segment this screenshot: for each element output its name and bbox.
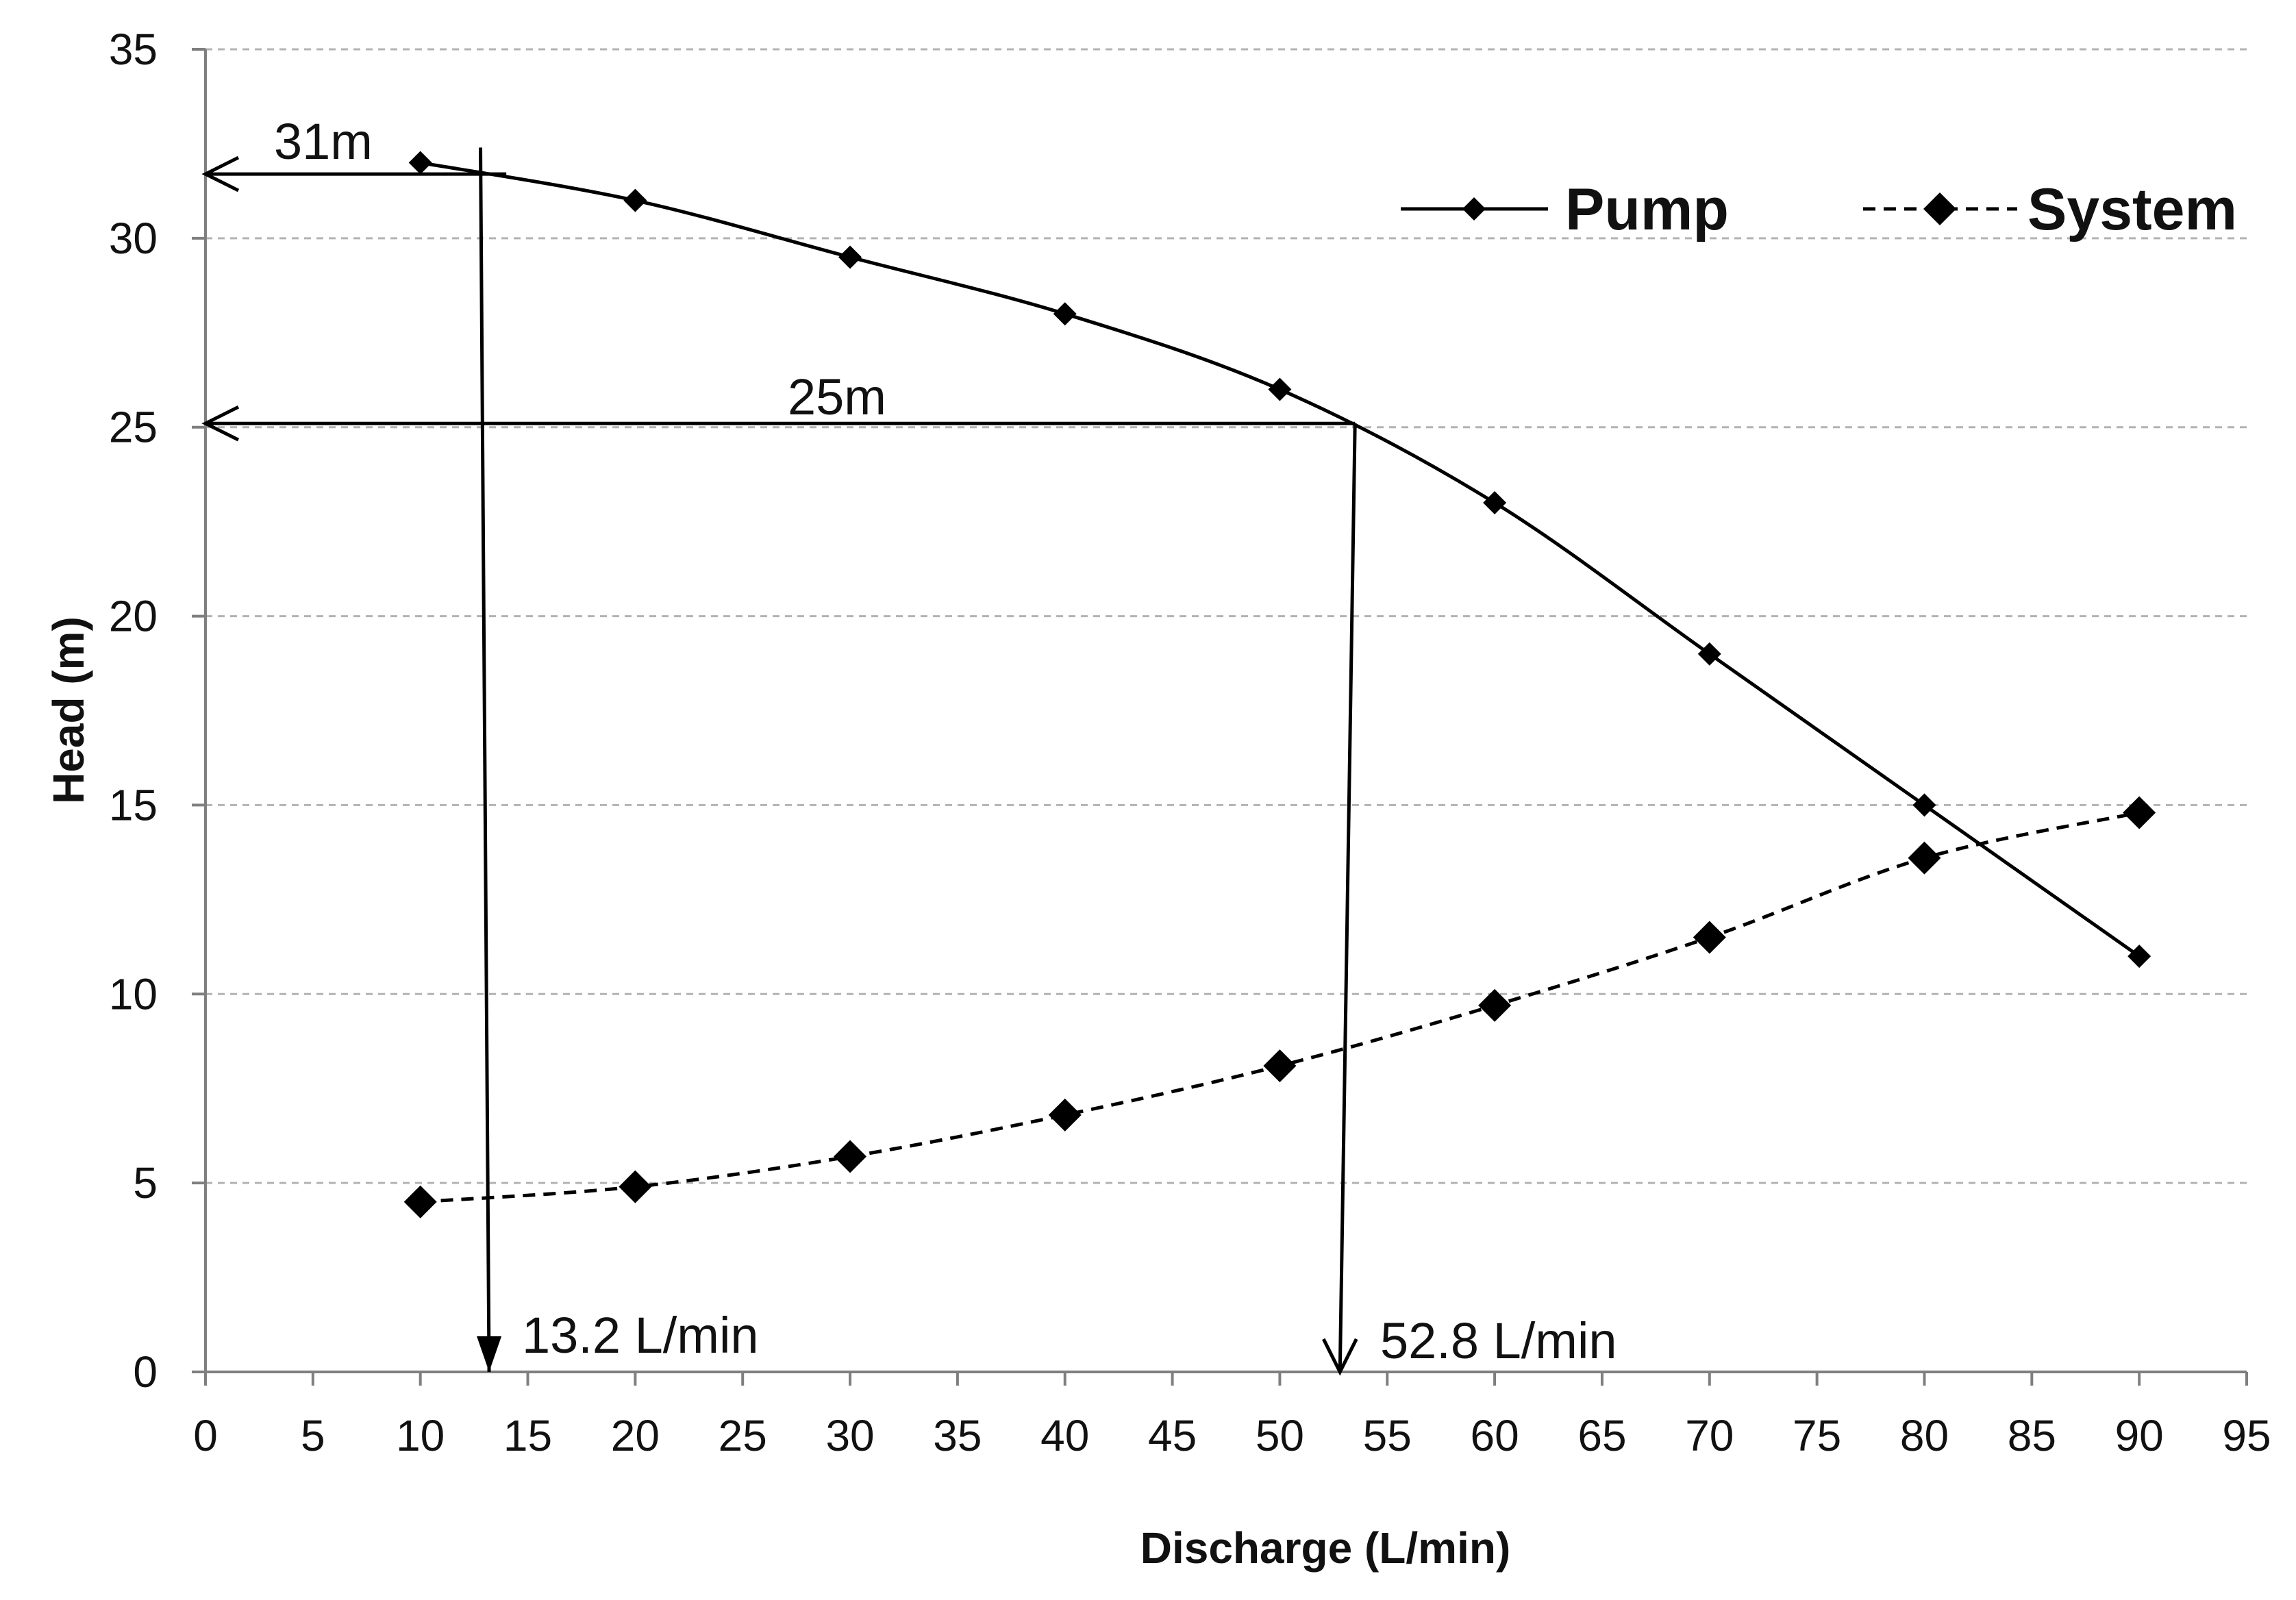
legend-item-pump: Pump	[1401, 177, 1729, 242]
point-pump-80	[1912, 793, 1936, 817]
y-axis-title: Head (m)	[44, 616, 93, 804]
x-tick-label-10: 10	[396, 1411, 445, 1460]
x-tick-label-80: 80	[1900, 1411, 1949, 1460]
series-system	[403, 796, 2156, 1218]
annotation-head-31	[201, 147, 507, 1373]
y-tick-label-10: 10	[109, 969, 158, 1018]
point-system-30	[834, 1140, 867, 1173]
series-pump	[408, 151, 2151, 968]
x-tick-label-55: 55	[1363, 1411, 1412, 1460]
x-tick-label-90: 90	[2115, 1411, 2164, 1460]
annotation-label-flow-52: 52.8 L/min	[1380, 1312, 1617, 1369]
point-system-60	[1478, 988, 1512, 1022]
annotation-v-line-head-31	[479, 147, 491, 1373]
data-series	[403, 151, 2156, 1218]
x-axis-title: Discharge (L/min)	[1140, 1523, 1511, 1573]
annotation-head-25	[201, 405, 1358, 1376]
annotations: 31m 25m 13.2 L/min 52.8 L/min	[201, 113, 1617, 1376]
point-pump-40	[1053, 302, 1077, 326]
x-tick-label-60: 60	[1471, 1411, 1519, 1460]
x-tick-label-5: 5	[301, 1411, 325, 1460]
y-tick-label-15: 15	[109, 780, 158, 829]
y-tick-label-30: 30	[109, 214, 158, 263]
x-tick-label-45: 45	[1148, 1411, 1197, 1460]
annotation-label-flow-13: 13.2 L/min	[522, 1307, 759, 1364]
point-pump-60	[1483, 491, 1507, 515]
legend-marker-system	[1923, 192, 1956, 225]
annotation-label-head-25: 25m	[788, 368, 886, 425]
point-pump-70	[1697, 642, 1721, 666]
point-system-40	[1048, 1098, 1082, 1132]
point-pump-90	[2127, 945, 2151, 968]
legend: Pump System	[1401, 177, 2237, 242]
axes: 0 5 10 15 20 25 30 35 0 5 10 15 20 25 30 35 40 45 50 55 60 65…	[109, 25, 2271, 1460]
point-system-50	[1263, 1049, 1297, 1083]
x-tick-label-0: 0	[193, 1411, 218, 1460]
x-tick-label-85: 85	[2008, 1411, 2056, 1460]
x-tick-label-35: 35	[933, 1411, 982, 1460]
legend-item-system: System	[1863, 177, 2237, 242]
point-system-90	[2123, 796, 2156, 829]
point-pump-30	[838, 245, 862, 269]
y-tick-label-25: 25	[109, 403, 158, 452]
x-tick-label-15: 15	[503, 1411, 552, 1460]
point-system-80	[1908, 841, 1941, 875]
x-tick-label-25: 25	[719, 1411, 767, 1460]
point-pump-20	[623, 188, 647, 212]
point-system-20	[619, 1170, 652, 1203]
arrow-head-left-head-31	[201, 155, 240, 192]
x-tick-label-70: 70	[1685, 1411, 1734, 1460]
y-tick-label-0: 0	[133, 1347, 158, 1397]
arrow-head-down-head-31	[477, 1336, 502, 1372]
x-tick-label-95: 95	[2222, 1411, 2271, 1460]
annotation-v-line-head-25	[1338, 423, 1357, 1373]
y-tick-label-5: 5	[133, 1158, 158, 1208]
series-line-system	[420, 811, 2140, 1204]
point-pump-10	[408, 151, 432, 175]
y-tick-label-20: 20	[109, 592, 158, 641]
x-tick-label-50: 50	[1256, 1411, 1304, 1460]
x-tick-label-40: 40	[1040, 1411, 1089, 1460]
arrow-head-down-head-25	[1322, 1338, 1358, 1376]
legend-marker-pump	[1462, 197, 1486, 221]
x-tick-label-20: 20	[611, 1411, 660, 1460]
x-tick-label-65: 65	[1577, 1411, 1626, 1460]
annotation-label-head-31: 31m	[274, 113, 373, 170]
x-tick-label-30: 30	[825, 1411, 874, 1460]
series-line-pump	[420, 161, 2141, 958]
point-system-10	[403, 1185, 437, 1218]
legend-label-pump: Pump	[1565, 177, 1729, 242]
point-pump-50	[1268, 377, 1292, 401]
y-tick-label-35: 35	[109, 25, 158, 74]
x-tick-label-75: 75	[1793, 1411, 1841, 1460]
legend-label-system: System	[2027, 177, 2237, 242]
arrow-head-left-head-25	[201, 405, 240, 442]
point-system-70	[1693, 921, 1726, 954]
